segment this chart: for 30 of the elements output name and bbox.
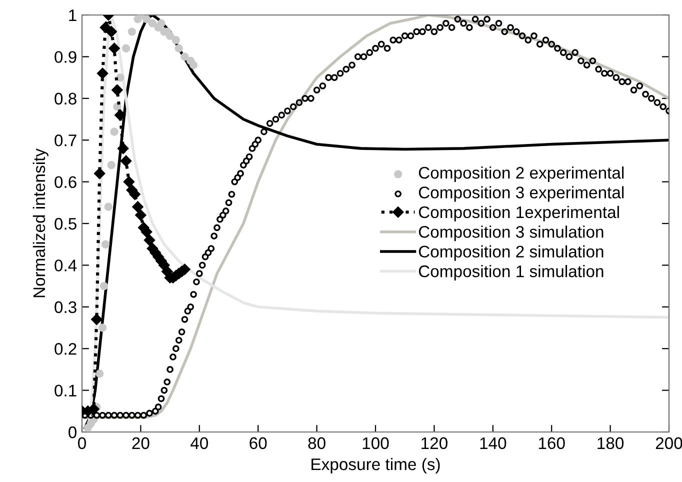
legend-label: Composition 3 experimental (418, 186, 624, 202)
y-tick-label: 0.1 (54, 384, 76, 397)
x-tick-label: 200 (656, 437, 682, 450)
legend-label: Composition 1 simulation (418, 264, 604, 281)
legend-label: Composition 1experimental (418, 206, 619, 222)
y-axis-title: Normalized intensity (32, 148, 48, 298)
y-tick-label: 0.2 (54, 343, 76, 355)
legend-label: Composition 2 experimental (418, 166, 624, 182)
x-axis-title: Exposure time (s) (312, 458, 440, 474)
x-tick-label: 120 (422, 437, 448, 450)
y-tick-label: 1 (69, 10, 76, 22)
y-tick-label: 0.8 (54, 92, 76, 105)
y-tick-label: 0.6 (54, 176, 76, 188)
y-tick-label: 0 (68, 426, 76, 438)
y-tick-label: 0.3 (54, 301, 76, 314)
legend-label: Composition 2 simulation (418, 245, 604, 261)
y-tick-label: 0.4 (54, 260, 77, 272)
y-tick-label: 0.9 (54, 51, 76, 63)
x-tick-label: 180 (598, 437, 624, 450)
x-tick-label: 80 (308, 437, 326, 450)
x-tick-label: 40 (190, 437, 208, 450)
x-tick-label: 60 (250, 437, 267, 450)
x-tick-label: 20 (132, 437, 150, 450)
x-tick-label: 100 (362, 437, 389, 450)
x-tick-label: 0 (78, 437, 86, 450)
legend-label: Composition 3 simulation (418, 226, 604, 242)
y-tick-label: 0.7 (54, 134, 76, 146)
x-tick-label: 140 (480, 437, 506, 450)
x-tick-label: 160 (538, 437, 565, 450)
y-tick-label: 0.5 (54, 218, 76, 230)
